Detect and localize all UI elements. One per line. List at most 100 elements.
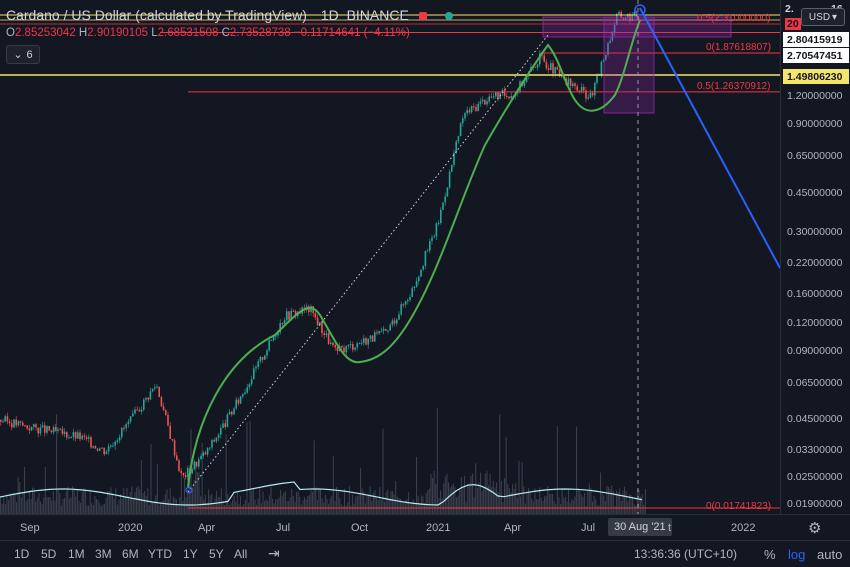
volume-bar (603, 495, 605, 514)
volume-bar (571, 499, 573, 514)
interval-label[interactable]: 1D (320, 7, 339, 23)
range-3m-button[interactable]: 3M (95, 547, 112, 561)
volume-bar (256, 504, 258, 514)
range-5d-button[interactable]: 5D (41, 547, 57, 561)
volume-bar (144, 491, 146, 514)
volume-bar (441, 498, 443, 514)
volume-bar (280, 489, 282, 514)
candle-body (149, 391, 152, 400)
volume-bar (86, 505, 88, 514)
volume-bar (180, 475, 182, 514)
price-scale[interactable]: 2. 16 USD ▾ 20 2.80415919 2.70547451 1.4… (780, 0, 850, 514)
volume-bar (372, 492, 374, 514)
clock-label[interactable]: 13:36:36 (UTC+10) (634, 547, 738, 561)
volume-bar (555, 503, 557, 514)
volume-bar (350, 505, 352, 514)
candle-body (536, 64, 539, 68)
volume-bar (72, 486, 74, 514)
volume-bar (315, 487, 317, 514)
currency-selector[interactable]: USD ▾ (801, 8, 845, 26)
volume-bar (142, 493, 144, 514)
candle-body (44, 425, 46, 433)
percent-toggle[interactable]: % (764, 547, 776, 562)
range-6m-button[interactable]: 6M (122, 547, 139, 561)
volume-bar (355, 496, 357, 514)
volume-bar (318, 487, 320, 514)
candle-body (444, 196, 446, 203)
candle-body (121, 427, 123, 438)
volume-bar (51, 500, 53, 514)
candle-body (154, 387, 156, 389)
volume-bar (265, 499, 267, 514)
chart-pane[interactable]: Cardano / US Dollar (calculated by Tradi… (0, 0, 780, 514)
volume-bar (126, 488, 128, 514)
candle-body (310, 306, 312, 313)
candle-body (257, 361, 259, 367)
volume-bar (448, 482, 450, 514)
candle-body (534, 66, 537, 68)
candle-body (55, 427, 57, 431)
price-tick-label: 1.20000000 (787, 90, 843, 102)
volume-bar (116, 504, 118, 514)
time-label-apr-2020: Apr (198, 522, 216, 534)
volume-bar (380, 499, 382, 514)
volume-bar (545, 495, 547, 514)
volume-bar (582, 496, 584, 514)
volume-bar (473, 497, 475, 514)
candle-body (446, 187, 449, 197)
candle-body (125, 424, 127, 429)
candle-body (382, 328, 385, 331)
date-range-icon[interactable]: ⇥ (268, 545, 280, 561)
candle-body (627, 13, 629, 19)
volume-bar (244, 499, 246, 514)
price-tick-label: 0.02500000 (787, 470, 843, 483)
candle-body (242, 394, 244, 397)
candle-body (96, 448, 99, 451)
auto-toggle[interactable]: auto (817, 547, 843, 562)
volume-bar (644, 489, 646, 514)
symbol-title[interactable]: Cardano / US Dollar (calculated by Tradi… (6, 7, 307, 23)
range-1d-button[interactable]: 1D (14, 547, 30, 561)
volume-bar (291, 488, 293, 514)
range-ytd-button[interactable]: YTD (148, 547, 172, 561)
volume-bar (38, 492, 40, 514)
volume-bar (440, 490, 442, 514)
range-all-button[interactable]: All (234, 547, 248, 561)
time-axis[interactable]: Sep 2020 Apr Jul Oct 2021 Apr Jul 30 Aug… (0, 514, 850, 541)
volume-bar (345, 505, 347, 514)
candle-body (213, 440, 215, 442)
range-5y-button[interactable]: 5Y (209, 547, 224, 561)
volume-bar (630, 495, 632, 514)
chart-canvas[interactable] (0, 0, 780, 514)
candle-body (279, 323, 281, 333)
volume-bar (196, 472, 198, 514)
volume-bar (643, 504, 645, 514)
candle-body (437, 223, 440, 224)
volume-bar (617, 492, 619, 514)
volume-bar (537, 499, 539, 514)
candle-body (510, 96, 512, 99)
candle-body (275, 335, 277, 337)
volume-bar (553, 500, 555, 514)
volume-bar (425, 492, 427, 514)
candle-body (72, 432, 75, 437)
range-1m-button[interactable]: 1M (68, 547, 85, 561)
volume-bar (611, 485, 613, 514)
volume-bar (601, 491, 603, 514)
candle-body (4, 416, 6, 422)
volume-bar (281, 495, 283, 514)
range-1y-button[interactable]: 1Y (183, 547, 198, 561)
volume-bar (321, 498, 323, 514)
volume-bar (337, 491, 339, 514)
volume-bar (60, 505, 62, 514)
candle-body (198, 459, 200, 467)
volume-bar (331, 495, 333, 514)
volume-bar (25, 501, 27, 514)
candle-body (13, 419, 15, 428)
log-toggle[interactable]: log (788, 547, 806, 562)
volume-bar (508, 488, 510, 514)
indicators-toggle-button[interactable]: ⌄ 6 (6, 45, 40, 64)
volume-bar (515, 483, 517, 514)
candle-body (253, 368, 255, 380)
gear-icon[interactable]: ⚙ (808, 520, 822, 537)
